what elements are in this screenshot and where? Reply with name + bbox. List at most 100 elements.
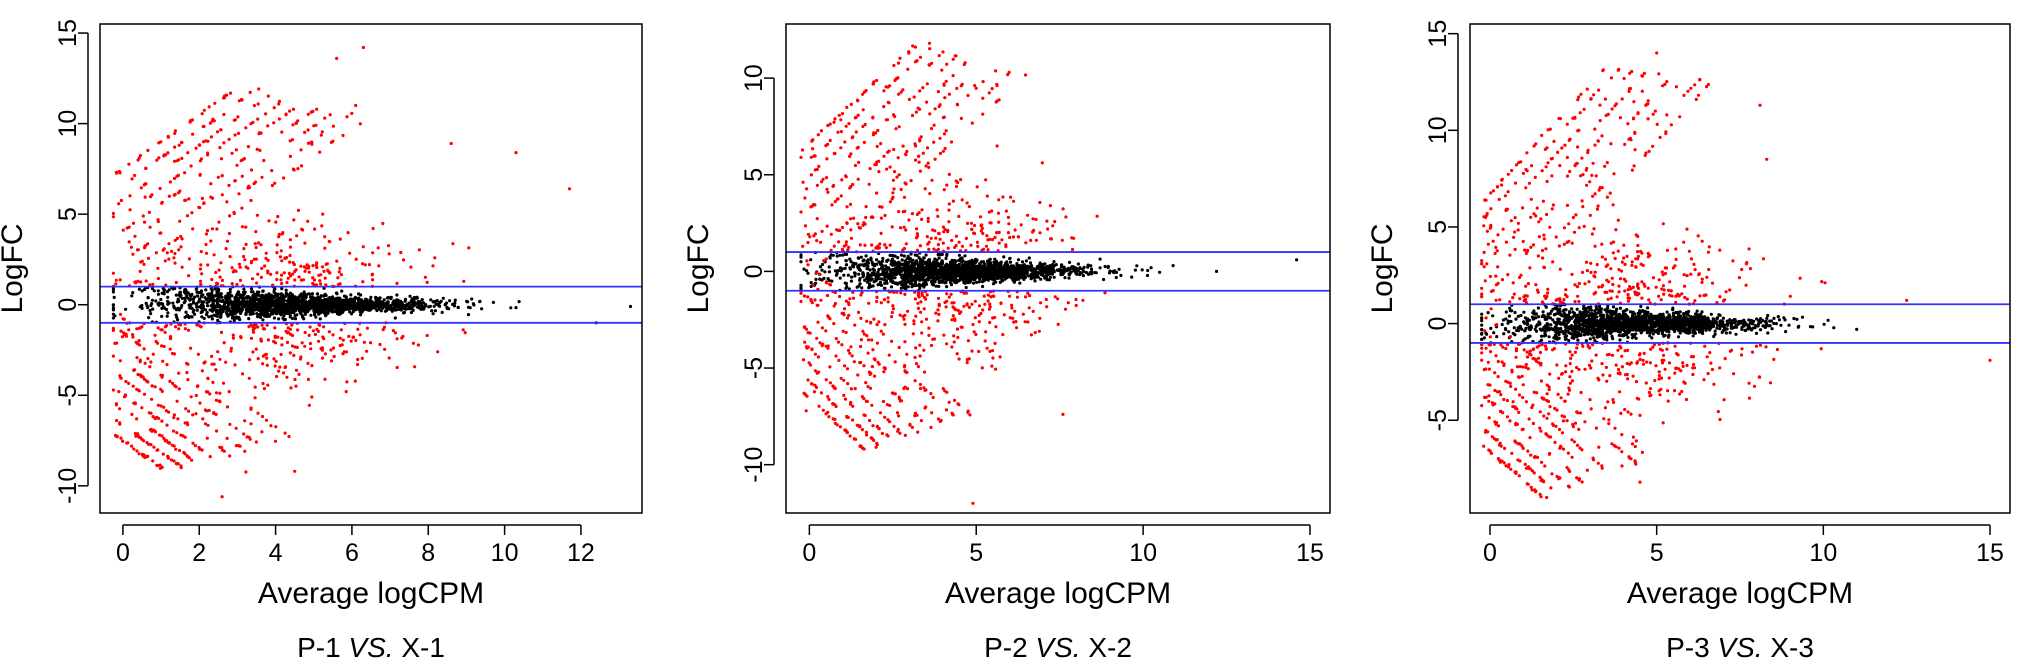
data-point [165,423,169,427]
data-point [307,270,311,274]
data-point [335,259,339,263]
data-point [927,240,931,244]
data-point [177,191,181,195]
data-point [282,318,286,322]
data-point [1009,264,1014,268]
data-point [285,280,289,285]
data-point [320,356,325,360]
data-point [225,405,230,409]
data-point [144,279,148,283]
data-point [875,299,879,304]
data-point [959,178,963,182]
data-point [166,302,170,306]
data-point [135,248,140,252]
data-point [927,247,931,251]
data-point [318,317,322,321]
data-point [950,271,954,275]
data-point [993,276,997,280]
data-point [217,220,221,224]
data-point [419,307,423,311]
data-point [176,173,180,177]
data-point [193,312,197,316]
data-point [1052,275,1056,279]
data-point [186,362,190,366]
data-point [931,275,935,279]
data-point [871,82,876,86]
data-point [294,121,298,125]
data-point [910,212,915,216]
data-point [293,269,297,274]
data-point [178,219,182,223]
data-point [297,372,301,376]
data-point [914,346,918,350]
data-point [1103,264,1107,269]
data-point [389,307,393,311]
data-point [808,235,812,239]
data-point [1022,275,1026,279]
data-point [338,336,342,340]
data-point [973,316,977,320]
data-point [212,313,216,317]
data-point [386,244,391,248]
data-point [342,299,346,303]
data-point [378,296,382,300]
data-point [338,237,342,241]
data-point [276,214,280,219]
data-point [912,319,916,323]
data-point [387,356,391,360]
data-point [280,232,284,236]
data-point [214,270,218,275]
data-point [277,317,281,321]
data-point [203,296,207,300]
data-point [1044,297,1048,302]
data-point [360,304,364,308]
data-point [962,304,966,308]
data-point [142,347,146,351]
data-point [926,273,930,277]
data-point [892,276,896,280]
data-point [895,263,899,267]
data-point [982,276,987,280]
data-point [230,282,234,286]
data-point [955,352,959,356]
data-point [1004,245,1008,249]
data-point [799,210,803,214]
data-point [305,304,309,309]
data-point [138,269,142,273]
data-point [272,106,276,110]
data-point [968,278,972,282]
data-point [258,309,262,313]
data-point [1149,266,1153,270]
data-point [195,290,199,294]
data-point [991,282,996,286]
data-point [307,333,311,337]
data-point [920,217,924,221]
data-point [931,272,935,276]
data-point [930,178,934,182]
data-point [899,253,904,257]
data-point [222,449,226,453]
data-point [975,240,980,244]
data-point [200,369,204,373]
data-point [865,259,869,264]
data-point [283,365,288,369]
data-point [149,411,153,415]
data-point [156,266,160,270]
data-point [946,277,951,281]
data-point [360,356,364,360]
data-point [256,411,260,415]
data-point [287,434,291,439]
data-point [306,112,310,116]
data-point [303,312,307,316]
data-point [947,202,951,206]
data-point [216,175,220,179]
data-point [879,231,883,235]
data-point [1014,270,1018,274]
data-point [1020,260,1025,264]
data-point [135,356,139,360]
data-point [859,316,863,320]
data-point [1002,313,1006,317]
data-point [267,292,271,296]
data-point [324,283,328,287]
data-point [883,286,887,290]
